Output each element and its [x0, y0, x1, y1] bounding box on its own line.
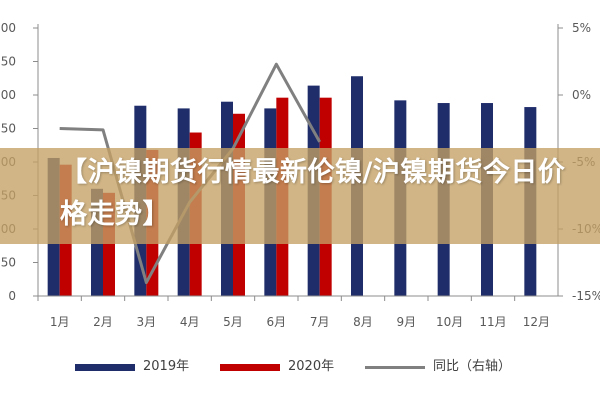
x-axis-tick-label: 11月	[479, 315, 506, 329]
x-axis-tick-label: 7月	[310, 315, 330, 329]
legend-swatch-yoy	[365, 366, 425, 369]
left-axis-tick-label: 50	[1, 122, 16, 136]
x-axis-tick-label: 9月	[397, 315, 417, 329]
legend-label-2019: 2019年	[143, 359, 190, 374]
x-axis-tick-label: 3月	[137, 315, 157, 329]
legend-swatch-2019	[75, 364, 135, 371]
x-axis-ticks: 1月 2月 3月 4月 5月 6月 7月 8月 9月 10月 11月 12月	[37, 296, 550, 329]
left-axis-tick-label: 0	[8, 289, 16, 303]
left-axis-tick-label: 00	[1, 88, 16, 102]
banner-title: 【沪镍期货行情最新伦镍/沪镍期货今日价格走势】	[60, 157, 566, 230]
x-axis-tick-label: 5月	[223, 315, 243, 329]
x-axis-tick-label: 10月	[436, 315, 463, 329]
x-axis-tick-label: 6月	[267, 315, 287, 329]
right-axis-tick-label: 0%	[572, 88, 591, 102]
right-axis-tick-label: -15%	[572, 289, 600, 303]
x-axis-tick-label: 2月	[93, 315, 113, 329]
x-axis-tick-label: 8月	[353, 315, 373, 329]
legend-label-yoy: 同比（右轴）	[433, 359, 512, 374]
right-axis-tick-label: 5%	[572, 21, 591, 35]
legend-label-2020: 2020年	[288, 359, 335, 374]
x-axis-tick-label: 1月	[50, 315, 70, 329]
legend: 2019年 2020年 同比（右轴）	[0, 352, 600, 382]
left-axis-tick-label: 00	[1, 21, 16, 35]
legend-swatch-2020	[220, 364, 280, 371]
title-banner: 【沪镍期货行情最新伦镍/沪镍期货今日价格走势】	[0, 148, 600, 244]
left-axis-tick-label: 50	[1, 256, 16, 270]
x-axis-tick-label: 4月	[180, 315, 200, 329]
x-axis-tick-label: 12月	[523, 315, 550, 329]
left-axis-tick-label: 50	[1, 55, 16, 69]
